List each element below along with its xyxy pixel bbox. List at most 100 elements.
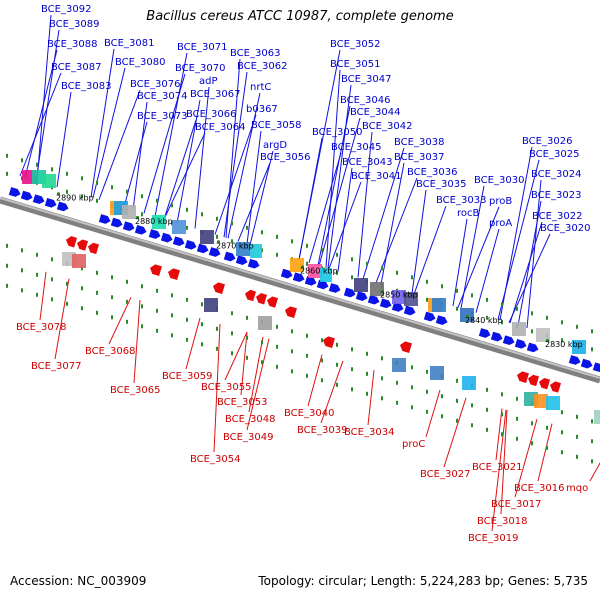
forward-leader-line [452,218,468,306]
feature-box [236,242,250,256]
forward-gene-arrow [379,298,392,309]
feature-box [462,376,476,390]
feature-box [200,230,214,244]
reverse-gene-arrow [528,374,540,387]
track-dot [6,153,8,158]
reverse-leader-line [537,423,553,482]
forward-gene-label: BCE_3083 [61,81,111,92]
reverse-gene-arrow [245,289,257,302]
reverse-leader-line [425,389,441,438]
track-dot [321,338,323,343]
track-dot [531,421,533,426]
track-dot [51,257,53,262]
forward-leader-line [318,117,361,266]
forward-gene-label: BCE_3023 [531,190,581,201]
reverse-gene-label: BCE_3055 [201,382,251,393]
track-dot [216,326,218,331]
feature-box [534,394,548,408]
track-dot [156,328,158,333]
track-dot [366,261,368,266]
forward-leader-line [163,119,197,220]
track-dot [81,306,83,311]
track-dot [426,279,428,284]
track-dot [96,310,98,315]
track-dot [21,248,23,253]
track-dot [381,266,383,271]
forward-label-lines [19,14,551,329]
feature-box [430,366,444,380]
reverse-leader-line [240,332,248,396]
forward-gene-label: BCE_3071 [177,42,227,53]
track-dot [441,394,443,399]
forward-gene-label: BCE_3044 [350,107,400,118]
forward-gene-label: BCE_3073 [137,111,187,122]
track-dot [216,346,218,351]
track-dot [201,212,203,217]
track-dot [156,288,158,293]
forward-gene-label: BCE_3037 [394,152,444,163]
forward-gene-arrow [247,258,260,269]
tick-label: 2840 kbp [465,316,503,325]
track-dot [501,432,503,437]
reverse-gene-label: BCE_3040 [284,408,334,419]
track-dot [321,358,323,363]
reverse-gene-arrow [400,341,412,353]
track-dot [201,342,203,347]
feature-box [308,264,322,278]
track-dot [21,158,23,163]
forward-gene-label: BCE_3035 [416,179,466,190]
forward-gene-arrow [134,224,147,235]
forward-gene-arrow [44,197,57,208]
reverse-leader-line [320,360,344,424]
forward-leader-line [413,205,447,295]
track-dot [96,198,98,203]
forward-gene-label: adP [199,76,218,87]
track-dot [411,385,413,390]
track-dot [351,347,353,352]
track-dot [291,349,293,354]
forward-gene-arrow [208,247,221,257]
reverse-gene-arrow [66,236,78,248]
forward-gene-label: BCE_3022 [532,211,582,222]
track-dot [546,315,548,320]
reverse-gene-label: BCE_3018 [477,516,527,527]
forward-leader-line [317,105,351,266]
feature-box [572,340,586,354]
track-dot [306,353,308,358]
track-dot [186,317,188,322]
forward-leader-line [132,101,148,210]
forward-gene-label: proA [489,218,512,229]
track-dot [51,277,53,282]
feature-box [536,328,550,342]
track-dot [246,225,248,230]
track-dot [96,290,98,295]
track-dot [111,315,113,320]
track-dot [576,414,578,419]
forward-leader-line [214,114,257,235]
track-dot [336,362,338,367]
forward-leader-line [337,167,353,272]
reverse-leader-line [495,408,503,461]
track-dot [81,176,83,181]
forward-gene-arrow [304,275,317,286]
track-dot [411,275,413,280]
forward-gene-label: BCE_3058 [251,120,301,131]
reverse-gene-label: BCE_3027 [420,469,470,480]
track-dot [306,243,308,248]
reverse-gene-label: BCE_3053 [217,397,267,408]
track-dot [96,270,98,275]
forward-leader-line [362,147,405,280]
track-dot [306,261,308,266]
reverse-gene-arrow [213,282,225,294]
track-dot [366,391,368,396]
track-dot [561,320,563,325]
forward-gene-label: BCE_3089 [49,19,99,30]
reverse-gene-label: BCE_3054 [190,454,240,465]
track-dot [111,185,113,190]
forward-gene-arrow [568,355,581,365]
track-dot [351,275,353,280]
reverse-gene-label: proC [402,439,425,450]
forward-gene-arrow [423,311,436,322]
forward-gene-arrow [98,214,111,224]
tick-label: 2870 kbp [216,241,254,250]
